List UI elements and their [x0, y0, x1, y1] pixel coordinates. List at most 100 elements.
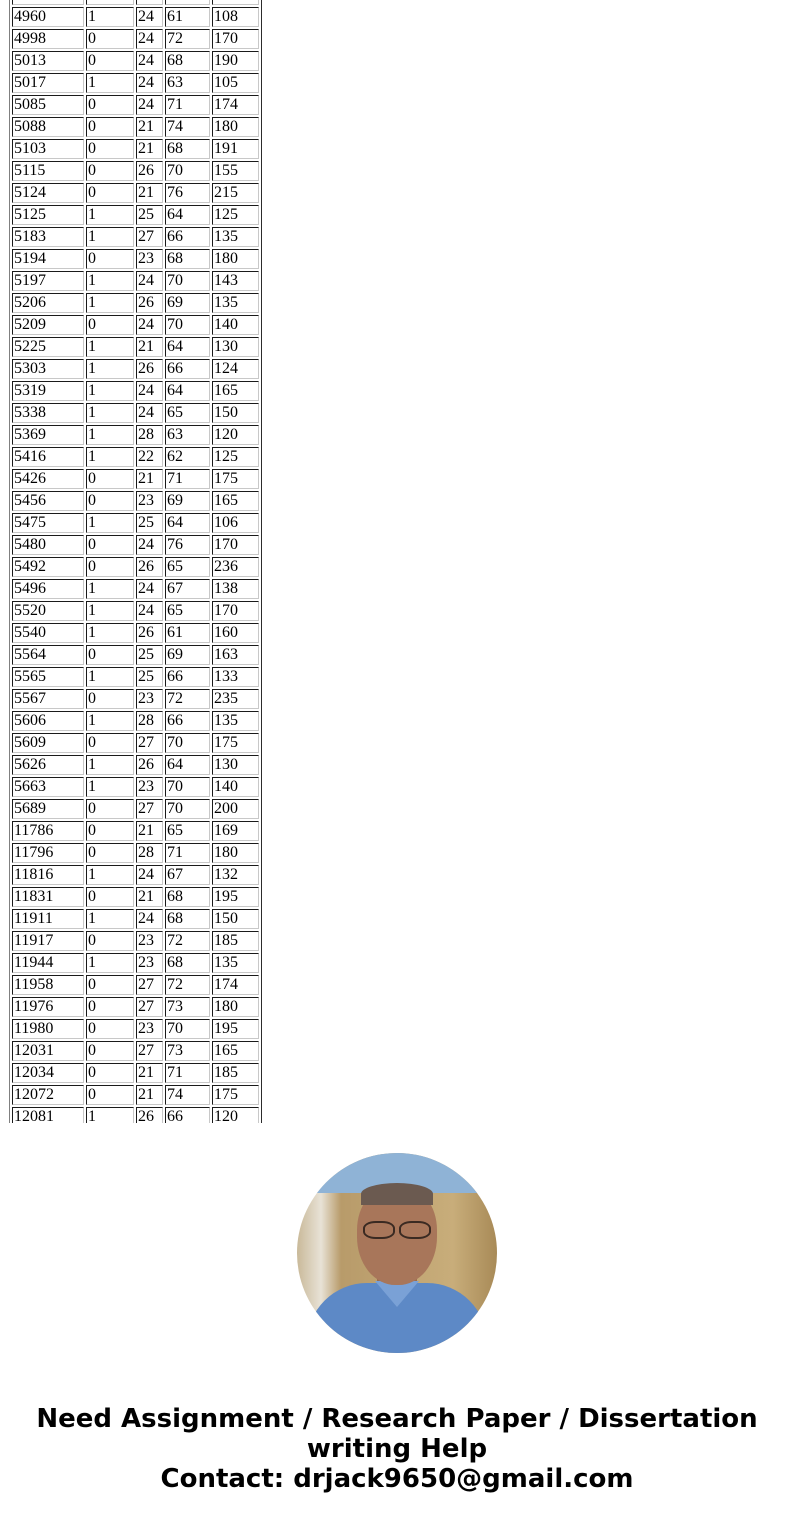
- author-photo: [297, 1153, 497, 1353]
- table-cell: 26: [136, 623, 163, 643]
- table-cell: 124: [212, 359, 259, 379]
- table-cell: [86, 0, 134, 5]
- table-row: 11976 0 27 73 180: [12, 997, 259, 1017]
- table-cell: 1: [86, 667, 134, 687]
- table-cell: 64: [165, 205, 210, 225]
- table-cell: 61: [165, 623, 210, 643]
- table-cell: 70: [165, 799, 210, 819]
- table-row: 11944 1 23 68 135: [12, 953, 259, 973]
- table-cell: 71: [165, 1063, 210, 1083]
- table-cell: 5426: [12, 469, 84, 489]
- table-cell: 5663: [12, 777, 84, 797]
- table-cell: 68: [165, 887, 210, 907]
- table-cell: 65: [165, 601, 210, 621]
- table-cell: 5520: [12, 601, 84, 621]
- table-cell: 165: [212, 381, 259, 401]
- photo-hair: [361, 1183, 433, 1205]
- table-cell: 72: [165, 29, 210, 49]
- table-cell: 21: [136, 337, 163, 357]
- table-row: 11980 0 23 70 195: [12, 1019, 259, 1039]
- table-cell: 0: [86, 821, 134, 841]
- table-cell: 5124: [12, 183, 84, 203]
- table-cell: 76: [165, 183, 210, 203]
- table-cell: 22: [136, 447, 163, 467]
- table-cell: 180: [212, 997, 259, 1017]
- table-cell: 24: [136, 601, 163, 621]
- table-row: 5013 0 24 68 190: [12, 51, 259, 71]
- table-cell: 5492: [12, 557, 84, 577]
- table-cell: 1: [86, 1107, 134, 1123]
- table-cell: 1: [86, 425, 134, 445]
- table-cell: 108: [212, 7, 259, 27]
- table-row: 12034 0 21 71 185: [12, 1063, 259, 1083]
- table-cell: 64: [165, 513, 210, 533]
- table-cell: 23: [136, 777, 163, 797]
- table-cell: 1: [86, 865, 134, 885]
- table-body: 4960 1 24 61 108 4998 0 24 72 170 5013 0 24 68 190 5017…: [12, 0, 259, 1123]
- table-cell: 11944: [12, 953, 84, 973]
- table-cell: 68: [165, 953, 210, 973]
- table-cell: 70: [165, 315, 210, 335]
- contact-banner: Need Assignment / Research Paper / Disse…: [0, 1404, 794, 1494]
- table-cell: 1: [86, 909, 134, 929]
- table-cell: 5115: [12, 161, 84, 181]
- table-cell: 24: [136, 7, 163, 27]
- table-cell: 165: [212, 1041, 259, 1061]
- table-row: 5567 0 23 72 235: [12, 689, 259, 709]
- glasses-icon: [363, 1221, 431, 1239]
- table-row: 5626 1 26 64 130: [12, 755, 259, 775]
- table-cell: 65: [165, 403, 210, 423]
- table-cell: 24: [136, 865, 163, 885]
- table-cell: 0: [86, 799, 134, 819]
- table-cell: 25: [136, 205, 163, 225]
- table-cell: 26: [136, 1107, 163, 1123]
- table-cell: 24: [136, 403, 163, 423]
- table-cell: 28: [136, 843, 163, 863]
- table-cell: 0: [86, 249, 134, 269]
- table-row: 5663 1 23 70 140: [12, 777, 259, 797]
- table-row: 5475 1 25 64 106: [12, 513, 259, 533]
- table-cell: 21: [136, 887, 163, 907]
- table-row: 12081 1 26 66 120: [12, 1107, 259, 1123]
- table-cell: 12031: [12, 1041, 84, 1061]
- table-cell: 175: [212, 733, 259, 753]
- table-cell: 71: [165, 469, 210, 489]
- table-cell: 27: [136, 733, 163, 753]
- table-cell: 71: [165, 843, 210, 863]
- table-cell: 64: [165, 381, 210, 401]
- table-cell: 24: [136, 271, 163, 291]
- table-cell: 28: [136, 425, 163, 445]
- table-cell: 11917: [12, 931, 84, 951]
- table-cell: 66: [165, 1107, 210, 1123]
- table-cell: 63: [165, 73, 210, 93]
- table-cell: 24: [136, 29, 163, 49]
- table-cell: 0: [86, 29, 134, 49]
- table-cell: 5085: [12, 95, 84, 115]
- table-cell: 1: [86, 579, 134, 599]
- table-cell: 190: [212, 51, 259, 71]
- table-cell: 0: [86, 161, 134, 181]
- table-cell: 21: [136, 469, 163, 489]
- table-cell: 68: [165, 249, 210, 269]
- table-cell: 5338: [12, 403, 84, 423]
- table-cell: 180: [212, 249, 259, 269]
- table-cell: 23: [136, 689, 163, 709]
- table-cell: 0: [86, 1041, 134, 1061]
- table-cell: 11980: [12, 1019, 84, 1039]
- table-row: 11786 0 21 65 169: [12, 821, 259, 841]
- table-row: 5194 0 23 68 180: [12, 249, 259, 269]
- table-cell: 1: [86, 381, 134, 401]
- table-row: 5689 0 27 70 200: [12, 799, 259, 819]
- table-cell: 175: [212, 469, 259, 489]
- table-cell: 5194: [12, 249, 84, 269]
- table-cell: 105: [212, 73, 259, 93]
- table-cell: 11976: [12, 997, 84, 1017]
- table-cell: 70: [165, 1019, 210, 1039]
- table-cell: 1: [86, 755, 134, 775]
- table-row: 5088 0 21 74 180: [12, 117, 259, 137]
- table-cell: 130: [212, 337, 259, 357]
- table-cell: 73: [165, 1041, 210, 1061]
- table-cell: 5369: [12, 425, 84, 445]
- table-cell: 0: [86, 183, 134, 203]
- table-cell: 1: [86, 953, 134, 973]
